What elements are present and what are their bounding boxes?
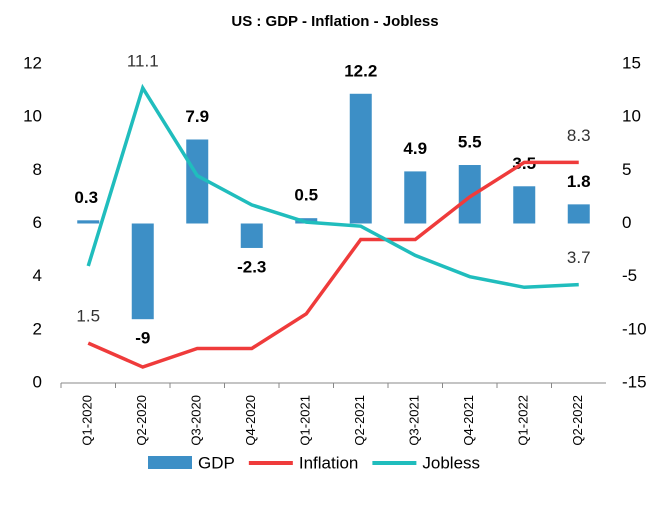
x-tick-label: Q2-2021 [352,395,367,446]
x-tick-label: Q1-2022 [516,395,531,446]
y2-tick-label: -15 [622,372,647,391]
legend-swatch [148,456,192,469]
data-label: 1.5 [76,307,100,326]
y-tick-label: 12 [23,53,42,72]
y-tick-label: 6 [33,213,42,232]
bar [77,220,100,224]
chart-title: US : GDP - Inflation - Jobless [231,13,438,30]
x-tick-label: Q3-2021 [407,395,422,446]
data-label: 1.8 [567,172,591,191]
data-label: 7.9 [185,107,209,126]
bar [131,223,154,320]
y-tick-label: 8 [33,160,42,179]
y2-tick-label: -10 [622,319,647,338]
x-tick-label: Q1-2021 [298,395,313,446]
data-label: 8.3 [567,126,591,145]
y2-tick-label: 0 [622,213,631,232]
y2-tick-label: -5 [622,266,637,285]
y2-tick-label: 5 [622,160,631,179]
data-label: -2.3 [237,257,266,276]
bar [349,93,372,224]
bar [567,204,590,224]
x-tick-label: Q4-2021 [461,395,476,446]
data-label: -9 [135,329,150,348]
y-tick-label: 4 [33,266,42,285]
y2-tick-label: 15 [622,53,641,72]
data-label: 0.5 [294,186,318,205]
line [87,160,579,369]
bar [240,223,263,248]
x-tick-label: Q3-2020 [189,395,204,446]
x-tick-label: Q2-2020 [134,395,149,446]
x-tick-label: Q4-2020 [243,395,258,446]
legend-label: GDP [198,453,235,472]
data-label: 12.2 [344,61,377,80]
data-label: 4.9 [403,139,427,158]
y-tick-label: 10 [23,107,42,126]
y2-tick-label: 10 [622,107,641,126]
x-tick-label: Q1-2020 [80,395,95,446]
y-tick-label: 2 [33,319,42,338]
data-label: 5.5 [458,133,482,152]
x-tick-label: Q2-2022 [570,395,585,446]
bar [404,171,427,224]
legend-label: Inflation [299,453,359,472]
bar [513,186,536,224]
legend-label: Jobless [422,453,480,472]
data-label: 11.1 [127,51,159,70]
line [86,83,579,290]
data-label: 3.7 [567,248,591,267]
bar [186,139,209,224]
data-label: 0.3 [74,188,98,207]
bar [458,165,481,224]
y-tick-label: 0 [33,372,42,391]
